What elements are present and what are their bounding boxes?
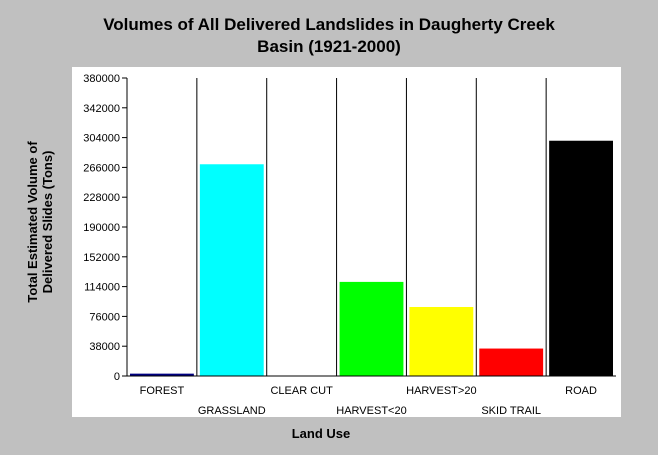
y-tick-label: 152000 xyxy=(83,252,120,264)
bar-skid-trail xyxy=(479,348,544,376)
x-axis-category-labels: FOREST GRASSLAND CLEAR CUTHARVEST<20HARVES… xyxy=(140,385,597,417)
y-axis-title-line-1: Total Estimated Volume of xyxy=(25,141,40,303)
y-tick-label: 266000 xyxy=(83,162,120,174)
x-category-label: SKID TRAIL xyxy=(481,405,541,417)
y-axis-ticks: 0 38000 76000 114000 152000 190000 228000 26600… xyxy=(83,73,127,383)
x-category-label: HARVEST<20 xyxy=(336,405,406,417)
x-category-label: GRASSLAND xyxy=(198,405,266,417)
y-tick-label: 76000 xyxy=(89,311,120,323)
bar-forest xyxy=(130,373,194,376)
bars xyxy=(130,140,613,376)
x-axis-title: Land Use xyxy=(292,426,351,441)
chart-title-line-1: Volumes of All Delivered Landslides in D… xyxy=(103,15,555,34)
chart-title-line-2: Basin (1921-2000) xyxy=(257,37,401,56)
x-category-label: FOREST xyxy=(140,385,185,397)
x-category-label: CLEAR CUT xyxy=(270,385,333,397)
category-separators xyxy=(196,78,547,376)
y-axis-title-line-2: Delivered Slides (Tons) xyxy=(40,151,55,294)
x-category-label: HARVEST>20 xyxy=(406,385,476,397)
y-tick-label: 190000 xyxy=(83,222,120,234)
bar-harvest-20 xyxy=(409,306,474,376)
y-tick-label: 380000 xyxy=(83,73,120,85)
y-tick-label: 342000 xyxy=(83,103,120,115)
y-tick-label: 38000 xyxy=(89,341,120,353)
y-tick-label: 0 xyxy=(114,371,120,383)
chart-title: Volumes of All Delivered Landslides in D… xyxy=(0,14,658,58)
bar-grassland xyxy=(199,164,264,376)
x-category-label: ROAD xyxy=(565,385,597,397)
bar-harvest-20 xyxy=(339,281,404,376)
y-tick-label: 304000 xyxy=(83,133,120,145)
bar-road xyxy=(549,140,613,376)
y-tick-label: 114000 xyxy=(84,282,120,294)
y-tick-label: 228000 xyxy=(83,192,120,204)
